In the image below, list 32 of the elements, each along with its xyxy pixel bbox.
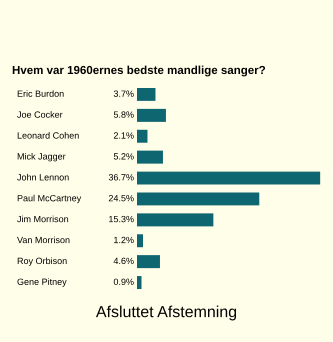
- data-label: 2.1%: [114, 132, 134, 139]
- data-label: 15.3%: [109, 216, 134, 222]
- data-label: 5.8%: [114, 111, 134, 118]
- data-label: 5.2%: [114, 153, 134, 160]
- y-tick-label: Leonard Cohen: [18, 132, 79, 139]
- y-tick-label: Gene Pitney: [17, 278, 67, 287]
- bar: [137, 234, 143, 248]
- data-label: 3.7%: [114, 90, 134, 97]
- data-label: 0.9%: [114, 278, 134, 285]
- bar: [137, 192, 260, 206]
- y-tick-label: Jim Morrison: [17, 216, 68, 222]
- bar: [137, 213, 214, 226]
- y-tick-label: Eric Burdon: [18, 90, 64, 97]
- y-tick-label: Roy Orbison: [18, 257, 67, 266]
- bar: [137, 150, 163, 164]
- chart-title: Hvem var 1960ernes bedste mandlige sanger?: [12, 66, 266, 76]
- bar: [137, 108, 166, 122]
- y-tick-label: Van Morrison: [17, 236, 70, 244]
- data-label: 4.6%: [114, 258, 134, 264]
- data-label: 24.5%: [108, 194, 134, 202]
- bar: [137, 276, 142, 290]
- bar: [137, 88, 156, 101]
- bar: [137, 255, 160, 268]
- bar: [137, 172, 320, 185]
- data-label: 36.7%: [108, 174, 134, 180]
- bar: [137, 130, 148, 143]
- y-tick-label: Paul McCartney: [18, 194, 82, 204]
- text: Afsluttet Afstemning: [96, 306, 236, 320]
- data-label: 1.2%: [114, 236, 134, 244]
- y-tick-label: Mick Jagger: [18, 152, 66, 162]
- y-tick-label: Joe Cocker: [17, 111, 63, 118]
- y-tick-label: John Lennon: [17, 174, 69, 180]
